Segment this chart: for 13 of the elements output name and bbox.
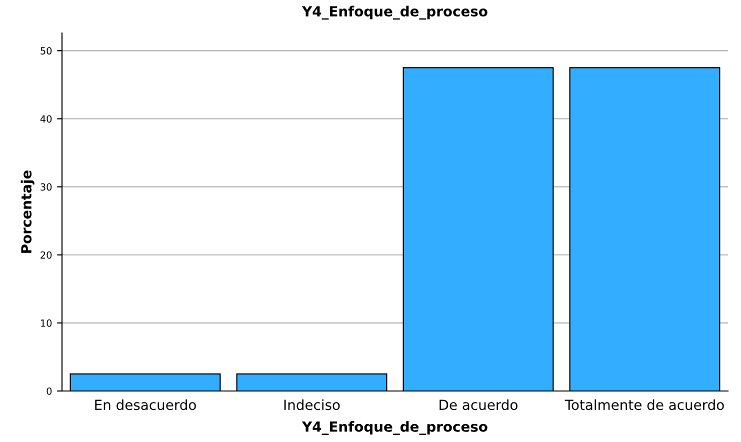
chart-title: Y4_Enfoque_de_proceso <box>302 6 488 20</box>
y-tick-label: 10 <box>40 319 52 327</box>
x-tick-label: Totalmente de acuerdo <box>564 399 724 410</box>
x-tick-label: De acuerdo <box>440 399 518 410</box>
y-axis-title: Porcentaje <box>20 170 34 253</box>
y-tick-label: 30 <box>40 183 52 191</box>
y-tick-label: 20 <box>40 251 52 259</box>
x-axis-title: Y4_Enfoque_de_proceso <box>302 421 488 435</box>
x-tick-label: En desacuerdo <box>95 399 196 410</box>
y-tick-label: 50 <box>40 47 52 55</box>
x-tick-label: Indeciso <box>284 399 340 410</box>
y-tick-label: 0 <box>46 387 52 395</box>
y-tick-label: 40 <box>40 115 52 123</box>
